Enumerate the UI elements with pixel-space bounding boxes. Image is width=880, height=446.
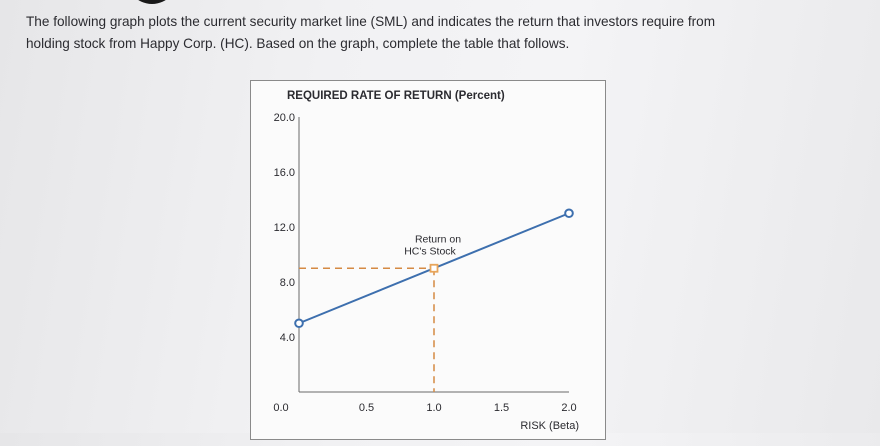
y-tick-label: 12.0 [274, 222, 295, 234]
sml-chart: REQUIRED RATE OF RETURN (Percent) RISK (… [273, 90, 579, 432]
sml-endpoint-marker [564, 208, 574, 219]
y-tick-label: 8.0 [280, 277, 295, 289]
y-axis-title: REQUIRED RATE OF RETURN (Percent) [287, 90, 505, 102]
y-tick-label: 20.0 [274, 112, 295, 124]
x-tick-label: 1.0 [426, 402, 441, 414]
y-tick-label: 4.0 [280, 332, 295, 344]
question-text: The following graph plots the current se… [26, 11, 826, 55]
question-line-2: holding stock from Happy Corp. (HC). Bas… [26, 36, 570, 51]
sml-chart-panel: REQUIRED RATE OF RETURN (Percent) RISK (… [250, 80, 606, 440]
y-tick-label: 16.0 [274, 167, 295, 179]
x-axis-title: RISK (Beta) [520, 420, 579, 432]
x-tick-label: 2.0 [561, 402, 576, 414]
question-line-1: The following graph plots the current se… [26, 14, 716, 29]
dark-blob [124, 0, 180, 4]
sml-endpoint-marker [294, 318, 304, 329]
x-tick-label: 0.5 [359, 402, 374, 414]
hc-annotation-line-1: Return on [415, 233, 461, 245]
hc-stock-marker [429, 263, 439, 273]
hc-annotation-line-2: HC's Stock [404, 245, 456, 257]
x-tick-label: 1.5 [494, 402, 509, 414]
x-tick-label: 0.0 [273, 402, 288, 414]
